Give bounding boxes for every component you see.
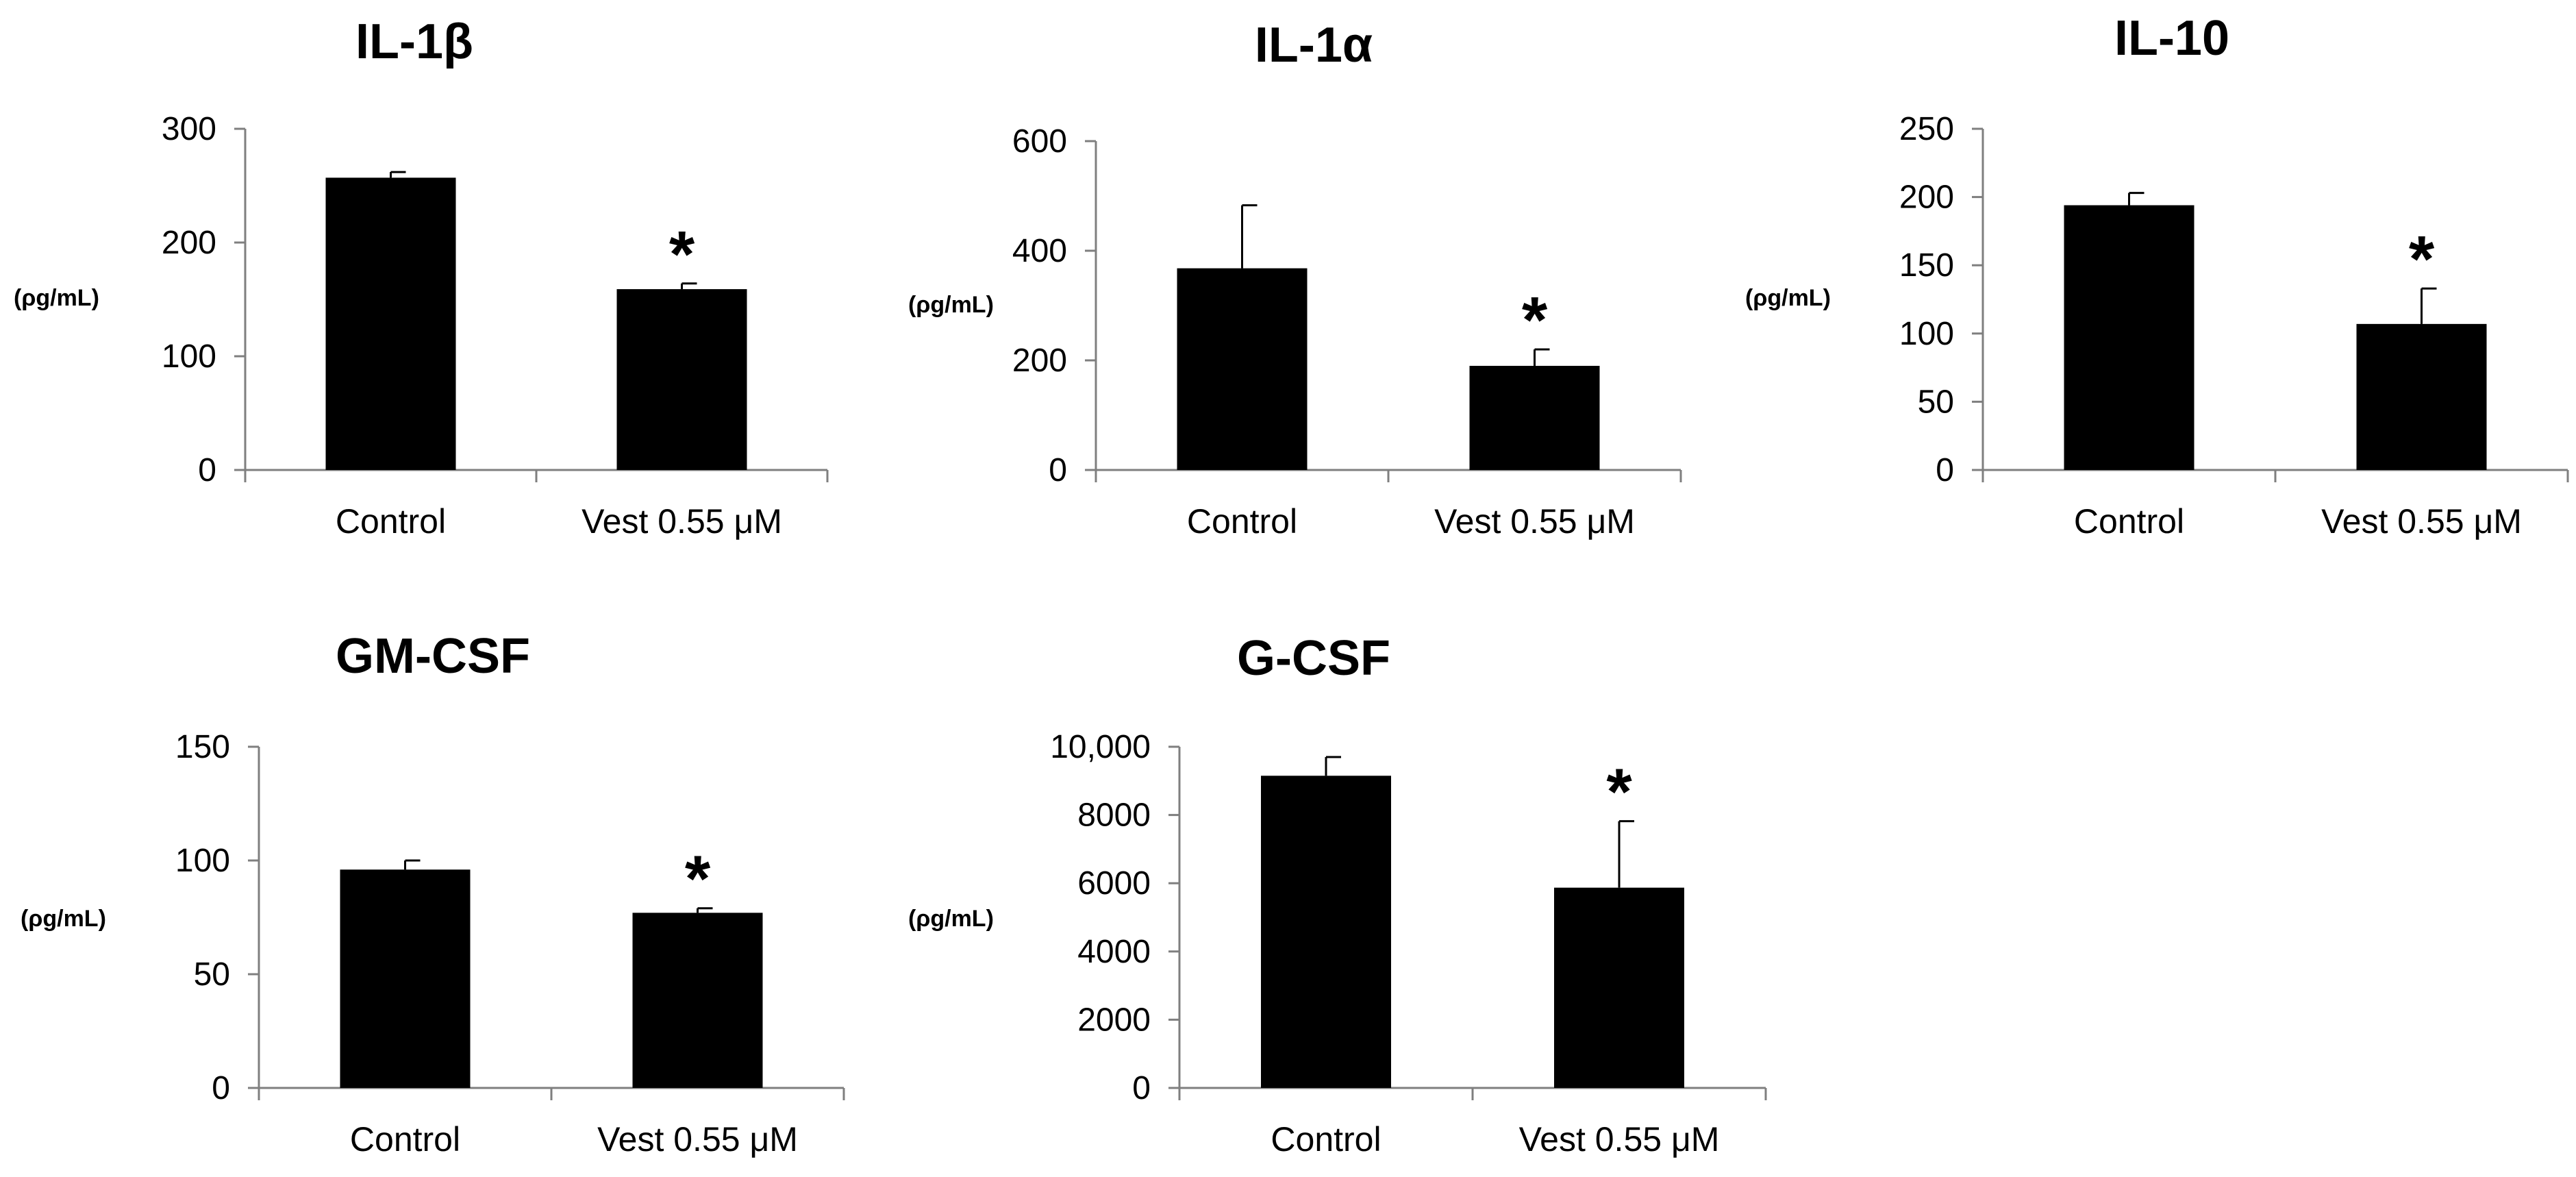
chart-3-category-label-1: Control bbox=[2074, 502, 2184, 541]
chart-1-bar-1 bbox=[325, 177, 456, 470]
chart-3-y-tick-label: 250 bbox=[1899, 111, 1954, 147]
chart-2-bar-1 bbox=[1177, 268, 1308, 470]
chart-1-significance-mark-2: * bbox=[669, 218, 695, 291]
chart-5-category-label-2: Vest 0.55 μM bbox=[1519, 1120, 1720, 1159]
chart-1-category-label-1: Control bbox=[336, 502, 446, 541]
chart-4-category-label-2: Vest 0.55 μM bbox=[597, 1120, 798, 1159]
chart-2-y-tick-label: 200 bbox=[1012, 343, 1067, 379]
chart-2-significance-mark-2: * bbox=[1522, 284, 1548, 357]
chart-3-title: IL-10 bbox=[2114, 11, 2229, 66]
chart-1-title: IL-1β bbox=[355, 14, 473, 69]
chart-1-bar-2 bbox=[616, 289, 747, 470]
chart-5-y-tick-label: 0 bbox=[1132, 1070, 1151, 1106]
chart-4-y-axis-label: (ρg/mL) bbox=[21, 906, 106, 932]
chart-3-y-axis-label: (ρg/mL) bbox=[1745, 285, 1831, 311]
chart-4-y-tick-label: 150 bbox=[175, 729, 230, 765]
chart-5-y-tick-label: 10,000 bbox=[1050, 729, 1151, 765]
chart-3-y-tick-label: 200 bbox=[1899, 179, 1954, 216]
chart-4-y-tick-label: 100 bbox=[175, 843, 230, 879]
chart-2-y-tick-label: 400 bbox=[1012, 233, 1067, 269]
chart-4-category-label-1: Control bbox=[350, 1120, 460, 1159]
chart-2-y-tick-label: 0 bbox=[1049, 452, 1067, 488]
chart-5-category-label-1: Control bbox=[1271, 1120, 1381, 1159]
chart-3-y-tick-label: 150 bbox=[1899, 247, 1954, 284]
chart-4-title: GM-CSF bbox=[336, 629, 530, 684]
chart-2-title: IL-1α bbox=[1255, 18, 1373, 73]
chart-1-category-label-2: Vest 0.55 μM bbox=[582, 502, 782, 541]
chart-5-y-tick-label: 4000 bbox=[1077, 934, 1151, 970]
chart-2-category-label-1: Control bbox=[1187, 502, 1297, 541]
chart-1-y-tick-label: 100 bbox=[162, 338, 216, 375]
chart-2-y-axis-label: (ρg/mL) bbox=[908, 292, 994, 318]
chart-3-bar-1 bbox=[2064, 205, 2194, 470]
chart-5-y-tick-label: 2000 bbox=[1077, 1002, 1151, 1038]
chart-1-y-tick-label: 200 bbox=[162, 225, 216, 261]
chart-5-bar-2 bbox=[1554, 887, 1684, 1088]
chart-4-bar-2 bbox=[632, 913, 763, 1088]
chart-2-y-tick-label: 600 bbox=[1012, 123, 1067, 160]
chart-5-y-axis-label: (ρg/mL) bbox=[908, 906, 994, 932]
chart-4-bar-1 bbox=[340, 869, 471, 1088]
chart-3-bar-2 bbox=[2356, 323, 2487, 470]
chart-5-significance-mark-2: * bbox=[1606, 756, 1632, 829]
chart-3-y-tick-label: 50 bbox=[1918, 384, 1954, 420]
chart-2-category-label-2: Vest 0.55 μM bbox=[1434, 502, 1635, 541]
chart-3-category-label-2: Vest 0.55 μM bbox=[2321, 502, 2522, 541]
chart-3-y-tick-label: 0 bbox=[1936, 452, 1954, 488]
chart-5-y-tick-label: 8000 bbox=[1077, 797, 1151, 834]
chart-5-bar-1 bbox=[1261, 776, 1391, 1088]
chart-4-y-tick-label: 0 bbox=[212, 1070, 230, 1106]
chart-5-y-tick-label: 6000 bbox=[1077, 865, 1151, 902]
chart-4-y-tick-label: 50 bbox=[194, 956, 230, 993]
chart-3-y-tick-label: 100 bbox=[1899, 316, 1954, 352]
chart-5-title: G-CSF bbox=[1237, 631, 1390, 686]
chart-3-significance-mark-2: * bbox=[2409, 223, 2435, 296]
chart-1-y-tick-label: 0 bbox=[198, 452, 216, 488]
chart-1-y-tick-label: 300 bbox=[162, 111, 216, 147]
chart-2-bar-2 bbox=[1469, 366, 1600, 470]
chart-1-y-axis-label: (ρg/mL) bbox=[14, 285, 99, 311]
chart-4-significance-mark-2: * bbox=[685, 843, 711, 916]
